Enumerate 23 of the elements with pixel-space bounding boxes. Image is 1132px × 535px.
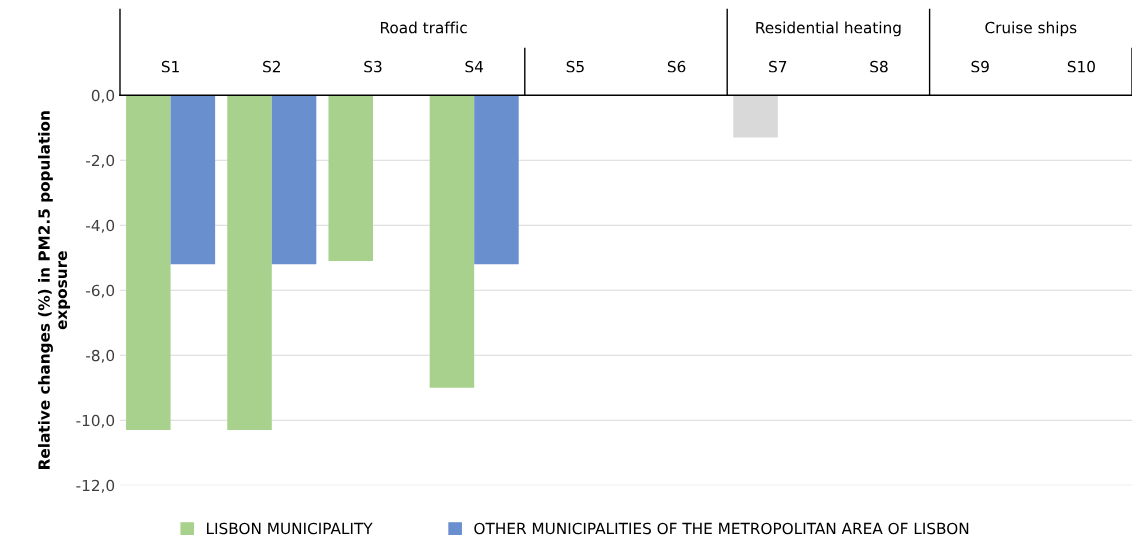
y-tick-label: -4,0: [86, 219, 115, 233]
x-tick-label: S8: [870, 60, 888, 73]
legend-label: LISBON MUNICIPALITY: [207, 522, 373, 535]
text: Road traffic: [380, 21, 467, 34]
y-tick-label: -12,0: [76, 479, 115, 493]
x-tick-label: S6: [667, 60, 686, 73]
x-tick-label: S2: [263, 60, 280, 73]
text: Cruise ships: [985, 21, 1077, 37]
x-tick-label: S1: [161, 60, 179, 73]
legend-label: OTHER MUNICIPALITIES OF THE METROPOLITAN AREA OF LISBON: [474, 522, 969, 535]
x-tick-label: S9: [971, 60, 989, 73]
x-tick-label: S10: [1067, 60, 1095, 73]
y-tick-label: 0,0: [91, 89, 115, 103]
y-tick-label: -10,0: [76, 414, 115, 428]
text: Residential heating: [756, 21, 901, 37]
y-axis-title: Relative changes (%) in PM2.5 population exposure: [38, 111, 71, 469]
x-tick-label: S7: [769, 60, 787, 73]
x-tick-label: S5: [566, 60, 584, 73]
x-tick-label: S4: [465, 60, 484, 73]
y-tick-label: -6,0: [86, 284, 115, 298]
x-tick-label: S3: [364, 60, 382, 73]
y-tick-label: -8,0: [86, 349, 115, 363]
y-tick-label: -2,0: [86, 154, 115, 168]
